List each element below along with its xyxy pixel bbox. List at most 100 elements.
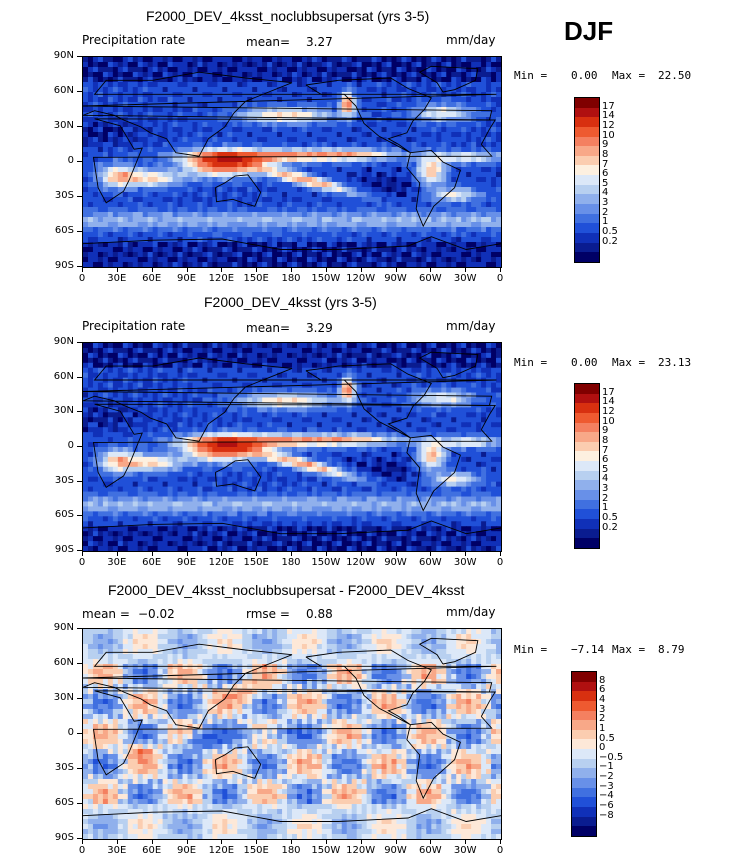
map-cell	[491, 82, 497, 88]
map-cell	[127, 362, 134, 369]
map-cell	[431, 77, 437, 83]
map-cell	[222, 417, 228, 423]
map-cell	[466, 87, 472, 93]
map-cell	[147, 97, 154, 103]
map-cell	[321, 167, 328, 173]
map-cell	[481, 392, 487, 399]
map-cell	[391, 222, 398, 228]
map-cell	[192, 187, 199, 193]
map-cell	[167, 262, 174, 267]
map-cell	[436, 187, 442, 193]
map-cell	[341, 372, 348, 379]
map-cell	[282, 92, 288, 98]
map-cell	[282, 187, 288, 193]
map-cell	[431, 92, 437, 98]
map-cell	[311, 202, 318, 208]
map-cell	[167, 212, 174, 218]
map-cell	[257, 127, 263, 133]
map-cell	[237, 347, 243, 354]
map-cell	[262, 247, 268, 253]
map-cell	[331, 162, 338, 168]
map-cell	[391, 192, 398, 198]
map-cell	[366, 107, 373, 113]
map-cell	[321, 347, 328, 354]
map-cell	[222, 343, 228, 349]
map-cell	[416, 372, 422, 379]
map-cell	[83, 112, 89, 118]
map-cell	[172, 257, 179, 263]
map-cell	[431, 217, 437, 223]
map-cell	[257, 87, 263, 93]
map-cell	[491, 217, 497, 223]
map-cell	[287, 242, 293, 248]
map-cell	[311, 357, 318, 364]
map-cell	[401, 257, 408, 263]
map-cell	[301, 152, 308, 158]
map-cell	[122, 367, 129, 374]
map-cell	[346, 347, 353, 354]
map-cell	[366, 112, 373, 118]
map-cell	[391, 102, 398, 108]
map-cell	[441, 212, 447, 218]
map-cell	[381, 362, 388, 369]
map-cell	[336, 92, 343, 98]
map-cell	[83, 232, 89, 238]
map-cell	[222, 77, 228, 83]
map-cell	[411, 367, 418, 374]
map-cell	[341, 207, 348, 213]
map-cell	[252, 127, 258, 133]
map-cell	[431, 247, 437, 253]
map-cell	[232, 247, 238, 253]
map-cell	[451, 417, 457, 423]
map-cell	[336, 102, 343, 108]
map-cell	[287, 387, 293, 394]
map-cell	[117, 367, 124, 374]
map-cell	[441, 422, 447, 428]
map-cell	[456, 137, 462, 143]
map-cell	[451, 352, 457, 359]
map-cell	[202, 417, 209, 423]
map-cell	[207, 343, 213, 349]
map-cell	[92, 212, 99, 218]
map-cell	[466, 357, 472, 364]
map-cell	[356, 202, 363, 208]
map-cell	[351, 242, 358, 248]
map-cell	[441, 132, 447, 138]
map-cell	[102, 132, 109, 138]
map-cell	[346, 142, 353, 148]
map-cell	[306, 343, 313, 349]
map-cell	[486, 62, 492, 68]
map-cell	[321, 157, 328, 163]
map-cell	[112, 162, 119, 168]
map-cell	[336, 412, 343, 418]
map-cell	[436, 252, 442, 258]
map-cell	[182, 62, 189, 68]
map-cell	[112, 372, 119, 379]
map-cell	[247, 247, 253, 253]
map-cell	[167, 192, 174, 198]
map-cell	[102, 82, 109, 88]
map-cell	[102, 217, 109, 223]
map-cell	[107, 162, 114, 168]
map-cell	[112, 187, 119, 193]
map-cell	[341, 192, 348, 198]
map-cell	[142, 72, 149, 78]
map-cell	[441, 242, 447, 248]
map-cell	[451, 162, 457, 168]
map-cell	[142, 357, 149, 364]
map-cell	[361, 107, 368, 113]
map-cell	[292, 197, 298, 203]
map-cell	[287, 222, 293, 228]
map-cell	[356, 92, 363, 98]
map-cell	[326, 57, 333, 63]
map-cell	[157, 112, 164, 118]
map-cell	[107, 207, 114, 213]
map-cell	[232, 142, 238, 148]
map-cell	[242, 62, 248, 68]
map-cell	[107, 87, 114, 93]
map-cell	[232, 132, 238, 138]
map-cell	[83, 122, 89, 128]
map-cell	[137, 232, 144, 238]
map-cell	[182, 422, 189, 428]
map-cell	[361, 92, 368, 98]
